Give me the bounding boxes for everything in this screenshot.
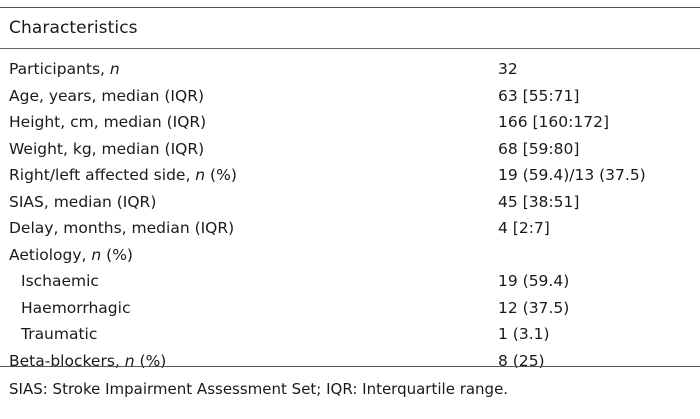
table-row: Height, cm, median (IQR) 166 [160:172] — [0, 109, 700, 135]
row-label-suffix: (%) — [101, 245, 133, 264]
table-row: SIAS, median (IQR) 45 [38:51] — [0, 189, 700, 215]
row-label-text: Age, years, median (IQR) — [9, 86, 205, 105]
row-label: Weight, kg, median (IQR) — [9, 136, 204, 162]
table-bottom-rule — [0, 366, 700, 367]
table-row: Right/left affected side, n (%) 19 (59.4)… — [0, 162, 700, 188]
row-label: Height, cm, median (IQR) — [9, 109, 206, 135]
row-value: 32 — [498, 60, 518, 78]
row-label-italic: n — [109, 60, 120, 78]
table-row: Traumatic 1 (3.1) — [0, 321, 700, 347]
row-label: Delay, months, median (IQR) — [9, 215, 234, 241]
row-value: 166 [160:172] — [498, 113, 609, 131]
row-label-text: Aetiology, — [9, 245, 92, 264]
table-top-rule — [0, 7, 700, 8]
row-value: 1 (3.1) — [498, 325, 550, 343]
table-row: Participants, n 32 — [0, 56, 700, 82]
row-label: SIAS, median (IQR) — [9, 189, 156, 215]
row-label-text: Ischaemic — [21, 272, 99, 290]
row-label: Right/left affected side, n (%) — [9, 162, 237, 188]
row-label-text: Height, cm, median (IQR) — [9, 113, 207, 131]
row-value: 19 (59.4)/13 (37.5) — [498, 166, 646, 184]
row-label-suffix: (%) — [134, 351, 167, 370]
row-label: Beta-blockers, n (%) — [9, 348, 166, 374]
row-label-italic: n — [91, 245, 102, 264]
row-label-text: SIAS, median (IQR) — [9, 192, 157, 211]
table-row: Haemorrhagic 12 (37.5) — [0, 295, 700, 321]
row-value: 4 [2:7] — [498, 219, 550, 237]
row-label: Participants, n — [9, 56, 120, 82]
row-value: 45 [38:51] — [498, 192, 580, 211]
table-row: Age, years, median (IQR) 63 [55:71] — [0, 83, 700, 109]
table-row: Aetiology, n (%) — [0, 242, 700, 268]
row-label-text: Beta-blockers, — [9, 351, 125, 370]
row-value: 12 (37.5) — [498, 298, 570, 317]
row-label: Age, years, median (IQR) — [9, 83, 204, 109]
row-label-text: Participants, — [9, 60, 110, 78]
table-row: Weight, kg, median (IQR) 68 [59:80] — [0, 136, 700, 162]
row-label-italic: n — [124, 351, 135, 370]
row-label: Aetiology, n (%) — [9, 242, 133, 268]
row-value: 63 [55:71] — [498, 86, 580, 105]
row-label-text: Traumatic — [21, 325, 98, 343]
row-label: Ischaemic — [21, 268, 99, 294]
row-value: 8 (25) — [498, 351, 545, 370]
row-value: 19 (59.4) — [498, 272, 570, 290]
row-label-text: Right/left affected side, — [9, 166, 196, 184]
table-row: Beta-blockers, n (%) 8 (25) — [0, 348, 700, 374]
row-value: 68 [59:80] — [498, 139, 580, 158]
table-header: Characteristics — [9, 18, 138, 38]
table-header-rule — [0, 48, 700, 49]
row-label: Traumatic — [21, 321, 97, 347]
table-row: Delay, months, median (IQR) 4 [2:7] — [0, 215, 700, 241]
row-label-italic: n — [195, 166, 206, 184]
row-label: Haemorrhagic — [21, 295, 130, 321]
table-row: Ischaemic 19 (59.4) — [0, 268, 700, 294]
row-label-text: Weight, kg, median (IQR) — [9, 139, 205, 158]
row-label-suffix: (%) — [205, 166, 237, 184]
table-footnote: SIAS: Stroke Impairment Assessment Set; … — [9, 380, 509, 398]
row-label-text: Delay, months, median (IQR) — [9, 219, 235, 237]
row-label-text: Haemorrhagic — [21, 298, 131, 317]
